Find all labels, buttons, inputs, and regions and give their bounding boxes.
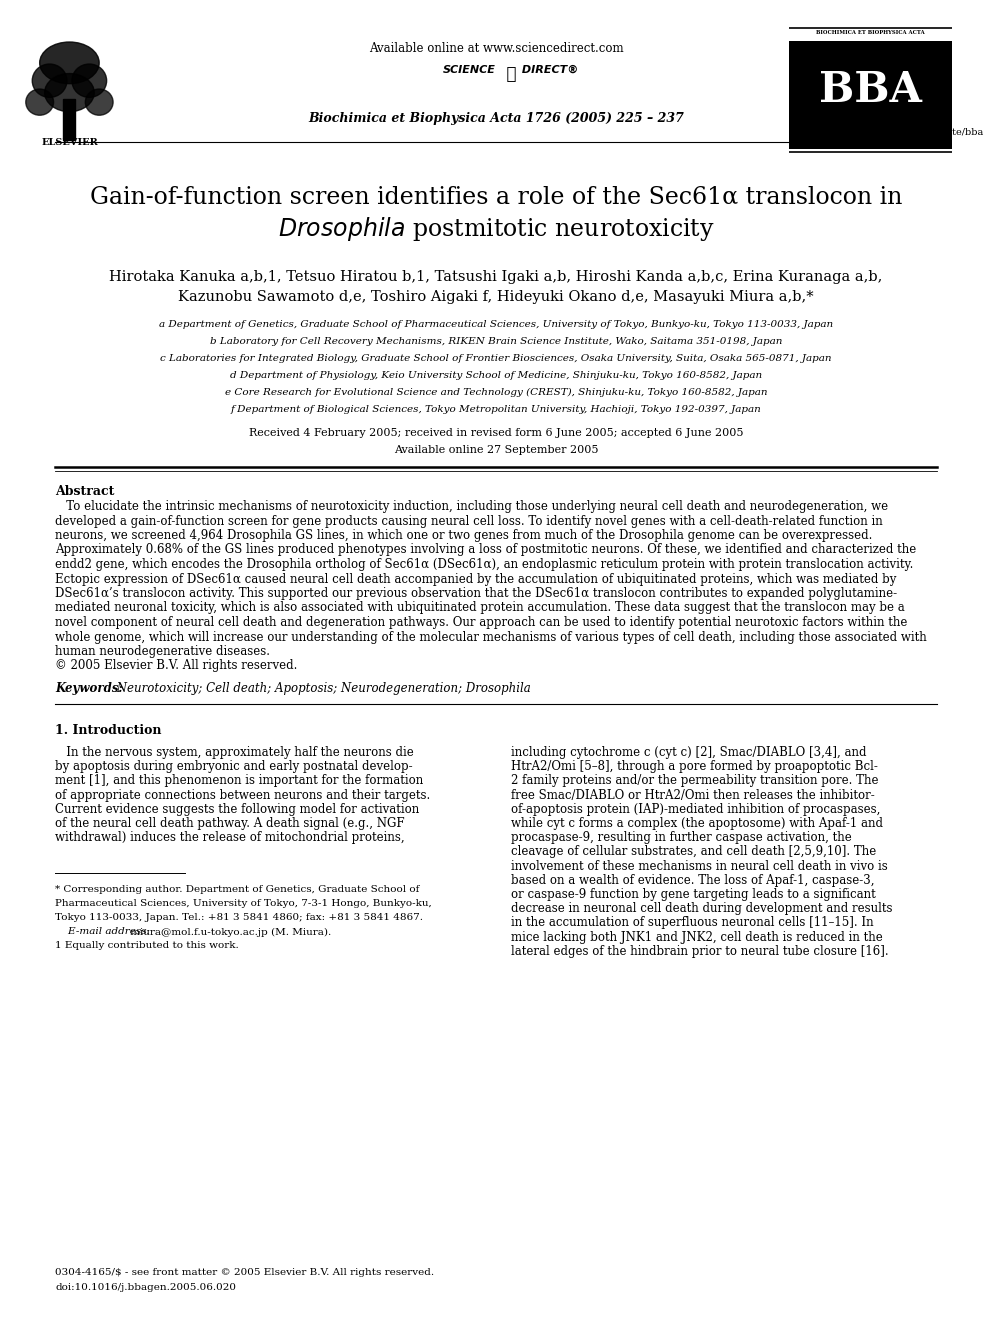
Text: while cyt c forms a complex (the apoptosome) with Apaf-1 and: while cyt c forms a complex (the apoptos…: [511, 818, 883, 830]
Bar: [789, 41, 952, 149]
Text: involvement of these mechanisms in neural cell death in vivo is: involvement of these mechanisms in neura…: [511, 860, 888, 873]
Text: mice lacking both JNK1 and JNK2, cell death is reduced in the: mice lacking both JNK1 and JNK2, cell de…: [511, 930, 883, 943]
Text: Approximately 0.68% of the GS lines produced phenotypes involving a loss of post: Approximately 0.68% of the GS lines prod…: [55, 544, 917, 557]
Text: ment [1], and this phenomenon is important for the formation: ment [1], and this phenomenon is importa…: [55, 774, 424, 787]
Text: SCIENCE: SCIENCE: [443, 65, 496, 75]
Text: ⓓ: ⓓ: [496, 65, 517, 83]
Text: Tokyo 113-0033, Japan. Tel.: +81 3 5841 4860; fax: +81 3 5841 4867.: Tokyo 113-0033, Japan. Tel.: +81 3 5841 …: [55, 913, 423, 922]
Text: a Department of Genetics, Graduate School of Pharmaceutical Sciences, University: a Department of Genetics, Graduate Schoo…: [159, 320, 833, 329]
Text: or caspase-9 function by gene targeting leads to a significant: or caspase-9 function by gene targeting …: [511, 888, 876, 901]
Text: free Smac/DIABLO or HtrA2/Omi then releases the inhibitor-: free Smac/DIABLO or HtrA2/Omi then relea…: [511, 789, 875, 802]
Text: including cytochrome c (cyt c) [2], Smac/DIABLO [3,4], and: including cytochrome c (cyt c) [2], Smac…: [511, 746, 866, 759]
Text: Kazunobu Sawamoto d,e, Toshiro Aigaki f, Hideyuki Okano d,e, Masayuki Miura a,b,: Kazunobu Sawamoto d,e, Toshiro Aigaki f,…: [179, 290, 813, 304]
Text: Abstract: Abstract: [55, 486, 114, 497]
Text: human neurodegenerative diseases.: human neurodegenerative diseases.: [55, 646, 270, 658]
Text: 2 family proteins and/or the permeability transition pore. The: 2 family proteins and/or the permeabilit…: [511, 774, 879, 787]
Text: Available online 27 September 2005: Available online 27 September 2005: [394, 445, 598, 455]
Text: cleavage of cellular substrates, and cell death [2,5,9,10]. The: cleavage of cellular substrates, and cel…: [511, 845, 876, 859]
Text: ELSEVIER: ELSEVIER: [41, 139, 98, 147]
Text: procaspase-9, resulting in further caspase activation, the: procaspase-9, resulting in further caspa…: [511, 831, 852, 844]
Text: Received 4 February 2005; received in revised form 6 June 2005; accepted 6 June : Received 4 February 2005; received in re…: [249, 429, 743, 438]
Text: 1 Equally contributed to this work.: 1 Equally contributed to this work.: [55, 942, 239, 950]
Text: DIRECT®: DIRECT®: [518, 65, 578, 75]
Bar: [63, 99, 75, 140]
Text: of the neural cell death pathway. A death signal (e.g., NGF: of the neural cell death pathway. A deat…: [55, 818, 405, 830]
Text: BBA: BBA: [819, 69, 922, 111]
Text: b Laboratory for Cell Recovery Mechanisms, RIKEN Brain Science Institute, Wako, : b Laboratory for Cell Recovery Mechanism…: [210, 337, 782, 347]
Text: lateral edges of the hindbrain prior to neural tube closure [16].: lateral edges of the hindbrain prior to …: [511, 945, 889, 958]
Ellipse shape: [40, 42, 99, 83]
Text: Ectopic expression of DSec61α caused neural cell death accompanied by the accumu: Ectopic expression of DSec61α caused neu…: [55, 573, 897, 586]
Text: * Corresponding author. Department of Genetics, Graduate School of: * Corresponding author. Department of Ge…: [55, 885, 420, 894]
Text: of-apoptosis protein (IAP)-mediated inhibition of procaspases,: of-apoptosis protein (IAP)-mediated inhi…: [511, 803, 880, 816]
Text: Keywords:: Keywords:: [55, 681, 123, 695]
Text: 1. Introduction: 1. Introduction: [55, 724, 162, 737]
Text: Available online at www.sciencedirect.com: Available online at www.sciencedirect.co…: [369, 42, 623, 56]
Ellipse shape: [85, 89, 113, 115]
Text: Hirotaka Kanuka a,b,1, Tetsuo Hiratou b,1, Tatsushi Igaki a,b, Hiroshi Kanda a,b: Hirotaka Kanuka a,b,1, Tetsuo Hiratou b,…: [109, 270, 883, 284]
Text: miura@mol.f.u-tokyo.ac.jp (M. Miura).: miura@mol.f.u-tokyo.ac.jp (M. Miura).: [127, 927, 331, 937]
Text: Current evidence suggests the following model for activation: Current evidence suggests the following …: [55, 803, 420, 816]
Text: withdrawal) induces the release of mitochondrial proteins,: withdrawal) induces the release of mitoc…: [55, 831, 405, 844]
Text: DSec61α’s translocon activity. This supported our previous observation that the : DSec61α’s translocon activity. This supp…: [55, 587, 897, 601]
Text: http://www.elsevier.com/locate/bba: http://www.elsevier.com/locate/bba: [810, 128, 984, 138]
Text: $\mathit{Drosophila}$ postmitotic neurotoxicity: $\mathit{Drosophila}$ postmitotic neurot…: [278, 216, 714, 243]
Text: In the nervous system, approximately half the neurons die: In the nervous system, approximately hal…: [55, 746, 414, 759]
Text: BIOCHIMICA ET BIOPHYSICA ACTA: BIOCHIMICA ET BIOPHYSICA ACTA: [816, 30, 925, 36]
Text: whole genome, which will increase our understanding of the molecular mechanisms : whole genome, which will increase our un…: [55, 631, 927, 643]
Text: E-mail address:: E-mail address:: [55, 927, 150, 937]
Text: of appropriate connections between neurons and their targets.: of appropriate connections between neuro…: [55, 789, 431, 802]
Text: in the accumulation of superfluous neuronal cells [11–15]. In: in the accumulation of superfluous neuro…: [511, 917, 874, 929]
Text: f Department of Biological Sciences, Tokyo Metropolitan University, Hachioji, To: f Department of Biological Sciences, Tok…: [230, 405, 762, 414]
Text: © 2005 Elsevier B.V. All rights reserved.: © 2005 Elsevier B.V. All rights reserved…: [55, 659, 298, 672]
Text: novel component of neural cell death and degeneration pathways. Our approach can: novel component of neural cell death and…: [55, 617, 908, 628]
Ellipse shape: [32, 64, 66, 98]
Text: endd2 gene, which encodes the Drosophila ortholog of Sec61α (DSec61α), an endopl: endd2 gene, which encodes the Drosophila…: [55, 558, 914, 572]
Text: developed a gain-of-function screen for gene products causing neural cell loss. : developed a gain-of-function screen for …: [55, 515, 883, 528]
Text: Biochimica et Biophysica Acta 1726 (2005) 225 – 237: Biochimica et Biophysica Acta 1726 (2005…: [309, 112, 683, 124]
Text: by apoptosis during embryonic and early postnatal develop-: by apoptosis during embryonic and early …: [55, 761, 413, 773]
Text: doi:10.1016/j.bbagen.2005.06.020: doi:10.1016/j.bbagen.2005.06.020: [55, 1283, 236, 1293]
Ellipse shape: [45, 74, 94, 111]
Text: based on a wealth of evidence. The loss of Apaf-1, caspase-3,: based on a wealth of evidence. The loss …: [511, 873, 875, 886]
Text: d Department of Physiology, Keio University School of Medicine, Shinjuku-ku, Tok: d Department of Physiology, Keio Univers…: [230, 370, 762, 380]
Text: decrease in neuronal cell death during development and results: decrease in neuronal cell death during d…: [511, 902, 893, 916]
Ellipse shape: [26, 89, 54, 115]
Text: e Core Research for Evolutional Science and Technology (CREST), Shinjuku-ku, Tok: e Core Research for Evolutional Science …: [225, 388, 767, 397]
Text: To elucidate the intrinsic mechanisms of neurotoxicity induction, including thos: To elucidate the intrinsic mechanisms of…: [55, 500, 888, 513]
Text: Pharmaceutical Sciences, University of Tokyo, 7-3-1 Hongo, Bunkyo-ku,: Pharmaceutical Sciences, University of T…: [55, 900, 432, 909]
Text: mediated neuronal toxicity, which is also associated with ubiquitinated protein : mediated neuronal toxicity, which is als…: [55, 602, 905, 614]
Text: 0304-4165/$ - see front matter © 2005 Elsevier B.V. All rights reserved.: 0304-4165/$ - see front matter © 2005 El…: [55, 1267, 434, 1277]
Ellipse shape: [71, 64, 107, 98]
Text: Neurotoxicity; Cell death; Apoptosis; Neurodegeneration; Drosophila: Neurotoxicity; Cell death; Apoptosis; Ne…: [113, 681, 531, 695]
Text: HtrA2/Omi [5–8], through a pore formed by proapoptotic Bcl-: HtrA2/Omi [5–8], through a pore formed b…: [511, 761, 878, 773]
Text: c Laboratories for Integrated Biology, Graduate School of Frontier Biosciences, : c Laboratories for Integrated Biology, G…: [161, 355, 831, 363]
Text: Gain-of-function screen identifies a role of the Sec61α translocon in: Gain-of-function screen identifies a rol…: [90, 185, 902, 208]
Text: neurons, we screened 4,964 Drosophila GS lines, in which one or two genes from m: neurons, we screened 4,964 Drosophila GS…: [55, 529, 872, 542]
